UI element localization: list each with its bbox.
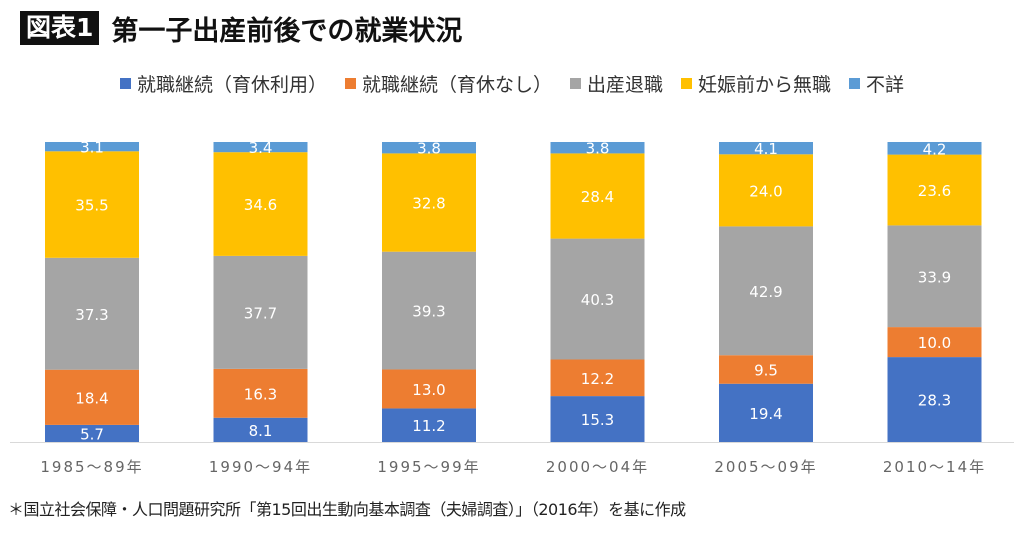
data-label: 28.4 [581,188,614,206]
data-label: 42.9 [749,283,782,301]
bar-segment [45,369,139,425]
bar-segment [45,257,139,370]
x-tick-label: 1990〜94年 [209,458,312,476]
source-note: ＊国立社会保障・人口問題研究所「第15回出生動向基本調査（夫婦調査）」（2016… [8,500,686,519]
bar-segment [550,396,645,442]
x-tick-label: 2000〜04年 [546,458,649,476]
bar-segment [382,142,476,154]
data-label: 33.9 [918,268,951,286]
data-label: 3.4 [249,139,273,157]
legend-label: 出産退職 [586,74,663,96]
bar-segment [45,151,139,258]
x-tick-label: 1995〜99年 [377,458,480,476]
chart-title: 第一子出産前後での就業状況 [111,15,463,47]
data-label: 18.4 [75,389,108,407]
bar-segment [382,369,476,409]
legend-label: 就職継続（育休利用） [136,74,327,96]
bar-segment [887,142,982,155]
legend: 就職継続（育休利用） 就職継続（育休なし） 出産退職 妊娠前から無職 不詳 [0,70,1024,97]
legend-swatch [681,78,692,89]
data-label: 32.8 [412,195,445,213]
x-tick-label: 2005〜09年 [714,458,817,476]
legend-label: 妊娠前から無職 [698,74,832,96]
data-label: 39.3 [412,303,445,321]
data-label: 23.6 [918,182,951,200]
legend-item: 就職継続（育休なし） [344,70,552,97]
data-label: 10.0 [918,334,951,352]
bar-segment [382,251,476,370]
bar-segment [719,226,813,356]
bar-segment [887,154,982,226]
bar-segment [887,327,982,358]
data-label: 19.4 [749,405,782,423]
data-label: 28.3 [918,392,951,410]
bar-segment [382,408,476,442]
data-label: 4.2 [923,140,947,158]
data-label: 3.1 [80,139,104,157]
data-label: 16.3 [244,385,277,403]
bar-segment [887,357,982,442]
legend-swatch [849,78,861,89]
data-label: 9.5 [754,361,778,379]
x-tick-label: 2010〜14年 [883,458,986,476]
bar-segment [550,153,645,239]
bar-segment [213,152,308,256]
bar-segment [45,142,139,152]
legend-label: 不詳 [866,74,905,96]
bar-segment [213,142,308,153]
data-label: 35.5 [75,197,108,215]
data-label: 40.3 [581,291,614,309]
data-label: 37.3 [75,306,108,324]
bar-segment [719,383,813,442]
legend-swatch [119,78,131,89]
bar-segment [550,238,645,360]
data-label: 11.2 [412,417,445,435]
legend-label: 就職継続（育休なし） [361,74,552,96]
data-label: 37.7 [244,304,277,322]
legend-item: 就職継続（育休利用） [119,70,327,97]
bar-segment [213,368,308,418]
bar-segment [213,255,308,369]
bar-segment [382,153,476,252]
data-label: 15.3 [581,411,614,429]
data-label: 3.8 [586,140,610,158]
data-label: 3.8 [417,140,441,158]
bar-segment [550,359,645,397]
bar-segment [45,424,139,442]
legend-item: 出産退職 [569,70,663,97]
data-label: 4.1 [754,140,778,158]
bar-segment [887,225,982,328]
data-label: 8.1 [249,422,273,440]
bar-segment [213,417,308,442]
bar-segment [719,355,813,384]
data-label: 5.7 [80,425,104,443]
bar-segment [719,142,813,155]
title-row: 図表1 第一子出産前後での就業状況 [20,10,463,47]
legend-item: 妊娠前から無職 [681,70,831,97]
data-label: 12.2 [581,370,614,388]
data-label: 24.0 [749,182,782,200]
figure-label: 図表1 [20,11,100,45]
bar-segment [550,142,645,154]
legend-swatch [344,78,356,89]
data-label: 13.0 [412,381,445,399]
legend-item: 不詳 [849,70,904,97]
data-label: 34.6 [244,196,277,214]
bar-segment [719,154,813,227]
x-tick-label: 1985〜89年 [40,458,143,476]
legend-swatch [569,78,581,89]
